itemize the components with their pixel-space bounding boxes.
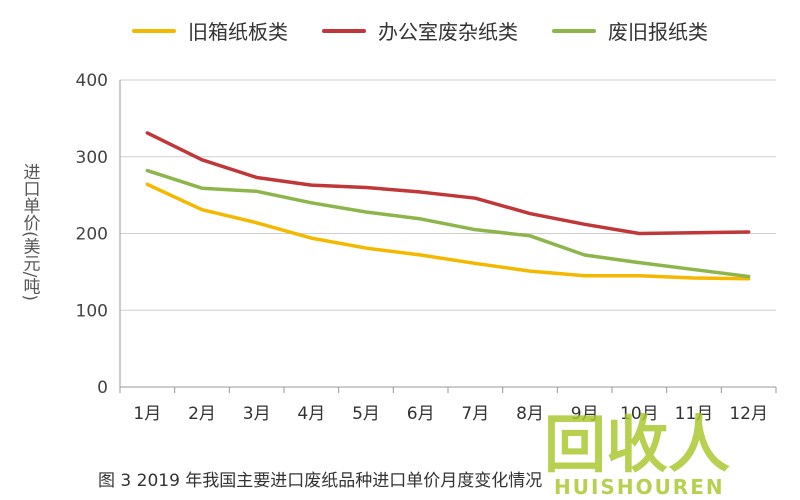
series-line-2 — [145, 131, 751, 236]
y-tick-label-1: 100 — [76, 301, 108, 321]
legend-swatch-series-3 — [552, 28, 596, 33]
legend-label-series-1: 旧箱纸板类 — [188, 20, 288, 44]
y-tick-label-4: 400 — [76, 71, 108, 91]
x-tick-label-1: 2月 — [188, 404, 216, 424]
y-tick-label-0: 0 — [97, 378, 108, 398]
legend-item-series-3: 废旧报纸类 — [552, 16, 708, 45]
legend-label-series-2: 办公室废杂纸类 — [378, 20, 518, 44]
x-tick-label-0: 1月 — [133, 404, 161, 424]
x-tick-label-8: 9月 — [571, 404, 599, 424]
legend: 旧箱纸板类 办公室废杂纸类 废旧报纸类 — [132, 16, 708, 45]
watermark-logo-text: 回收人 — [544, 408, 730, 481]
x-tick-label-9: 10月 — [620, 404, 659, 424]
legend-item-series-1: 旧箱纸板类 — [132, 16, 288, 45]
series-line-1 — [145, 182, 751, 281]
x-tick-label-3: 4月 — [297, 404, 325, 424]
y-axis-title-text: 进口单价(美元/吨) — [19, 163, 40, 301]
y-tick-label-3: 300 — [76, 148, 108, 168]
figure-caption: 图 3 2019 年我国主要进口废纸品种进口单价月度变化情况 — [98, 471, 543, 491]
x-tick-label-2: 3月 — [243, 404, 271, 424]
legend-label-series-3: 废旧报纸类 — [608, 20, 708, 44]
legend-swatch-series-2 — [322, 28, 366, 33]
legend-item-series-2: 办公室废杂纸类 — [322, 16, 518, 45]
y-tick-label-2: 200 — [76, 225, 108, 245]
legend-swatch-series-1 — [132, 28, 176, 33]
x-tick-label-5: 6月 — [407, 404, 435, 424]
x-tick-label-10: 11月 — [675, 404, 714, 424]
watermark-subtext: HUISHOUREN — [554, 475, 725, 498]
x-tick-label-7: 8月 — [516, 404, 544, 424]
watermark-logo: 回收人 HUISHOUREN — [544, 408, 730, 498]
y-axis-title: 进口单价(美元/吨) — [14, 124, 44, 340]
x-tick-label-6: 7月 — [461, 404, 489, 424]
x-tick-label-11: 12月 — [729, 404, 768, 424]
x-tick-label-4: 5月 — [352, 404, 380, 424]
series-line-3 — [145, 168, 751, 279]
